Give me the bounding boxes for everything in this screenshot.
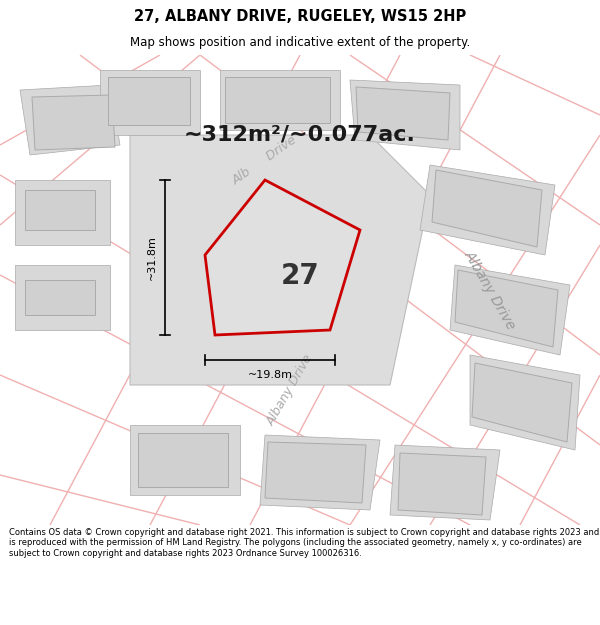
Text: 27: 27	[281, 262, 319, 290]
Text: Albany Drive: Albany Drive	[265, 352, 316, 428]
Polygon shape	[225, 77, 330, 123]
Polygon shape	[108, 77, 190, 125]
Polygon shape	[390, 445, 500, 520]
Text: ~312m²/~0.077ac.: ~312m²/~0.077ac.	[184, 125, 416, 145]
Text: 27, ALBANY DRIVE, RUGELEY, WS15 2HP: 27, ALBANY DRIVE, RUGELEY, WS15 2HP	[134, 9, 466, 24]
Polygon shape	[15, 180, 110, 245]
Polygon shape	[15, 265, 110, 330]
Text: Alb         Drive: Alb Drive	[230, 133, 300, 187]
Polygon shape	[32, 95, 115, 150]
Polygon shape	[455, 270, 558, 347]
Polygon shape	[100, 70, 200, 135]
Polygon shape	[205, 180, 360, 335]
Polygon shape	[420, 165, 555, 255]
Polygon shape	[450, 265, 570, 355]
Polygon shape	[20, 85, 120, 155]
Text: Albany Drive: Albany Drive	[461, 248, 518, 332]
Polygon shape	[356, 87, 450, 140]
Polygon shape	[472, 363, 572, 442]
Polygon shape	[265, 442, 366, 503]
Polygon shape	[260, 435, 380, 510]
Polygon shape	[398, 453, 486, 515]
Polygon shape	[220, 70, 340, 130]
Polygon shape	[25, 190, 95, 230]
Text: ~31.8m: ~31.8m	[147, 235, 157, 280]
Polygon shape	[350, 80, 460, 150]
Text: ~19.8m: ~19.8m	[248, 370, 293, 380]
Polygon shape	[130, 135, 430, 385]
Text: Contains OS data © Crown copyright and database right 2021. This information is : Contains OS data © Crown copyright and d…	[9, 528, 599, 558]
Polygon shape	[25, 280, 95, 315]
Polygon shape	[432, 170, 542, 247]
Polygon shape	[138, 433, 228, 487]
Polygon shape	[470, 355, 580, 450]
Text: Map shows position and indicative extent of the property.: Map shows position and indicative extent…	[130, 36, 470, 49]
Polygon shape	[130, 425, 240, 495]
